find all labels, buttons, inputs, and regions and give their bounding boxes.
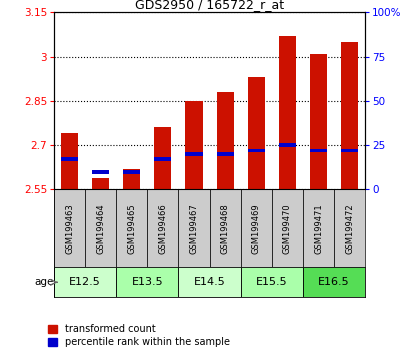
Text: GSM199464: GSM199464 xyxy=(96,203,105,254)
Text: E15.5: E15.5 xyxy=(256,277,288,287)
Bar xyxy=(54,267,116,297)
Bar xyxy=(210,189,241,267)
Text: GSM199468: GSM199468 xyxy=(221,203,229,254)
Bar xyxy=(341,42,358,189)
Bar xyxy=(116,267,178,297)
Bar xyxy=(61,133,78,189)
Text: E16.5: E16.5 xyxy=(318,277,350,287)
Text: GSM199471: GSM199471 xyxy=(314,203,323,254)
Bar xyxy=(92,178,109,189)
Bar xyxy=(248,77,265,189)
Title: GDS2950 / 165722_r_at: GDS2950 / 165722_r_at xyxy=(135,0,284,11)
Bar xyxy=(186,152,203,156)
Text: GSM199470: GSM199470 xyxy=(283,203,292,254)
Bar xyxy=(54,189,85,267)
Text: GSM199472: GSM199472 xyxy=(345,203,354,254)
Text: GSM199466: GSM199466 xyxy=(159,203,167,254)
Bar xyxy=(341,149,358,152)
Bar xyxy=(147,189,178,267)
Bar xyxy=(241,189,272,267)
Bar xyxy=(310,149,327,152)
Bar xyxy=(178,189,210,267)
Bar xyxy=(241,267,303,297)
Bar xyxy=(310,54,327,189)
Text: GSM199463: GSM199463 xyxy=(65,203,74,254)
Bar xyxy=(272,189,303,267)
Bar xyxy=(85,189,116,267)
Bar xyxy=(186,101,203,189)
Bar xyxy=(61,158,78,161)
Text: GSM199469: GSM199469 xyxy=(252,203,261,254)
Bar xyxy=(279,143,296,147)
Text: age: age xyxy=(34,277,54,287)
Bar xyxy=(248,149,265,152)
Bar xyxy=(303,267,365,297)
Bar xyxy=(217,152,234,156)
Bar xyxy=(154,158,171,161)
Bar xyxy=(334,189,365,267)
Text: E12.5: E12.5 xyxy=(69,277,101,287)
Bar xyxy=(92,170,109,173)
Legend: transformed count, percentile rank within the sample: transformed count, percentile rank withi… xyxy=(46,322,232,349)
Text: E13.5: E13.5 xyxy=(132,277,163,287)
Bar xyxy=(217,92,234,189)
Text: E14.5: E14.5 xyxy=(194,277,225,287)
Bar xyxy=(116,189,147,267)
Bar xyxy=(123,169,140,189)
Text: GSM199465: GSM199465 xyxy=(127,203,136,254)
Bar xyxy=(154,127,171,189)
Bar xyxy=(123,170,140,173)
Bar xyxy=(303,189,334,267)
Bar xyxy=(178,267,241,297)
Text: GSM199467: GSM199467 xyxy=(190,203,198,254)
Bar xyxy=(279,36,296,189)
